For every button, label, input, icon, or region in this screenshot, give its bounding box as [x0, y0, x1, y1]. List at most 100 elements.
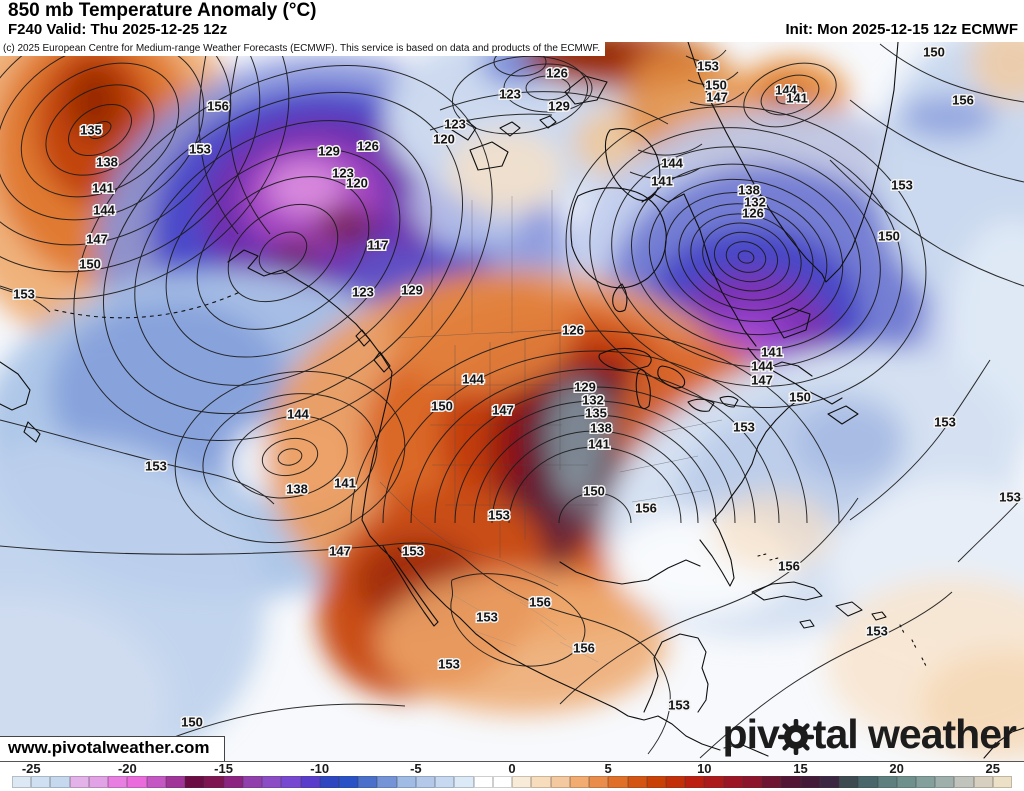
colorbar-segment [319, 776, 339, 788]
colorbar-swatches [12, 776, 1013, 788]
colorbar-segment [742, 776, 763, 788]
contour-label: 156 [573, 641, 595, 656]
colorbar-segment [88, 776, 109, 788]
colorbar-segment [550, 776, 570, 788]
colorbar-tick-label: 5 [604, 761, 612, 776]
contour-label: 132 [744, 195, 766, 210]
contour-label: 147 [751, 373, 773, 388]
contour-label: 129 [548, 99, 570, 114]
contour-label: 120 [346, 176, 368, 191]
colorbar-segment [415, 776, 436, 788]
state-borders [379, 190, 723, 663]
contour-label: 153 [189, 142, 211, 157]
contour-label: 135 [80, 123, 102, 138]
contour-label: 135 [585, 406, 607, 421]
weather-map: 135 138 141 144 147 150 156 153 153 126 129 123 120 1… [0, 42, 1024, 762]
contour-label: 150 [181, 715, 203, 730]
colorbar-segment [704, 776, 724, 788]
colorbar-segment [973, 776, 993, 788]
colorbar-segment [839, 776, 859, 788]
colorbar-segment [762, 776, 782, 788]
colorbar-segment [819, 776, 840, 788]
contour-label: 153 [733, 420, 755, 435]
contour-label: 156 [529, 595, 551, 610]
contour-label: 141 [786, 91, 808, 106]
contour-label: 129 [318, 144, 340, 159]
contour-label: 132 [582, 393, 604, 408]
contour-label: 150 [923, 45, 945, 60]
colorbar-segment [377, 776, 397, 788]
contour-label: 123 [352, 285, 374, 300]
contour-label: 153 [866, 624, 888, 639]
colorbar: -25 -20 -15 -10 -5 0 5 10 15 20 25 [0, 761, 1024, 791]
contour-label: 126 [562, 323, 584, 338]
colorbar-segment [954, 776, 974, 788]
colorbar-segment [300, 776, 320, 788]
website-url: www.pivotalweather.com [0, 736, 225, 761]
brand-text-post: tal weather [812, 711, 1017, 757]
brand-text-pre: piv [722, 711, 780, 757]
contour-label: 150 [789, 390, 811, 405]
colorbar-segment [338, 776, 359, 788]
colorbar-segment [454, 776, 474, 788]
contour-label: 144 [287, 407, 309, 422]
colorbar-segment [896, 776, 917, 788]
colorbar-segment [685, 776, 705, 788]
contour-label: 147 [86, 232, 108, 247]
contour-label: 144 [661, 156, 683, 171]
colorbar-segment [877, 776, 897, 788]
colorbar-segment [242, 776, 263, 788]
colorbar-segment [435, 776, 455, 788]
colorbar-segment [858, 776, 878, 788]
contour-label: 153 [488, 508, 510, 523]
contour-label-layer: 1351381411441471501561531531261291231201… [12, 43, 1023, 731]
header: 850 mb Temperature Anomaly (°C) F240 Val… [0, 0, 1024, 42]
contour-label: 138 [738, 183, 760, 198]
contour-label: 141 [651, 174, 673, 189]
colorbar-tick-label: 25 [985, 761, 1000, 776]
colorbar-segment [569, 776, 590, 788]
valid-time: F240 Valid: Thu 2025-12-25 12z [8, 21, 228, 38]
colorbar-segment [204, 776, 224, 788]
contour-label: 141 [92, 181, 114, 196]
copyright-notice: (c) 2025 European Centre for Medium-rang… [0, 42, 606, 56]
contour-label: 150 [431, 399, 453, 414]
contour-label: 138 [96, 155, 118, 170]
contour-label: 153 [668, 698, 690, 713]
colorbar-ticks: -25 -20 -15 -10 -5 0 5 10 15 20 25 [0, 761, 1024, 776]
colorbar-segment [146, 776, 166, 788]
contour-label: 147 [492, 403, 514, 418]
contour-label: 153 [402, 544, 424, 559]
contour-label: 156 [778, 559, 800, 574]
colorbar-tick-label: 10 [697, 761, 712, 776]
contour-label: 153 [438, 657, 460, 672]
coastlines [0, 42, 1024, 759]
brand-logo: piv tal weather [722, 711, 1017, 758]
colorbar-segment [800, 776, 820, 788]
contour-label: 144 [751, 359, 773, 374]
contour-label: 153 [891, 178, 913, 193]
colorbar-segment [512, 776, 532, 788]
colorbar-segment [281, 776, 301, 788]
contour-label: 150 [583, 484, 605, 499]
contour-label: 147 [329, 544, 351, 559]
colorbar-segment [473, 776, 493, 788]
gear-icon [777, 718, 814, 755]
colorbar-tick-label: 20 [889, 761, 904, 776]
contour-label: 123 [332, 166, 354, 181]
colorbar-tick-label: -20 [117, 761, 137, 776]
contour-label: 153 [145, 459, 167, 474]
contour-label: 150 [878, 229, 900, 244]
colorbar-tick-label: 0 [508, 761, 516, 776]
contour-label: 144 [775, 83, 797, 98]
colorbar-segment [396, 776, 416, 788]
contour-label: 153 [999, 490, 1021, 505]
anomaly-shading [0, 42, 1024, 762]
colorbar-segment [531, 776, 551, 788]
colorbar-segment [646, 776, 666, 788]
contour-label: 117 [368, 238, 389, 253]
colorbar-segment [108, 776, 128, 788]
contour-label: 129 [401, 283, 423, 298]
page-title: 850 mb Temperature Anomaly (°C) [8, 0, 317, 21]
contour-label: 126 [742, 206, 764, 221]
